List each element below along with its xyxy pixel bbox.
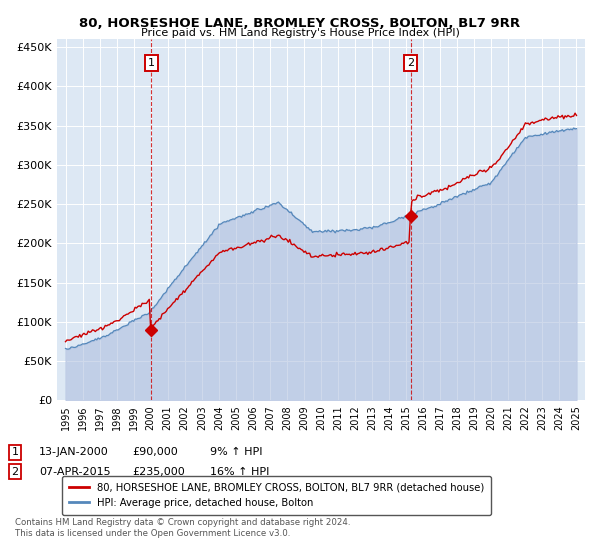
Text: Price paid vs. HM Land Registry's House Price Index (HPI): Price paid vs. HM Land Registry's House … [140, 28, 460, 38]
Text: £235,000: £235,000 [132, 466, 185, 477]
Text: £90,000: £90,000 [132, 447, 178, 458]
Text: 07-APR-2015: 07-APR-2015 [39, 466, 110, 477]
Text: 13-JAN-2000: 13-JAN-2000 [39, 447, 109, 458]
Text: 1: 1 [11, 447, 19, 458]
Text: This data is licensed under the Open Government Licence v3.0.: This data is licensed under the Open Gov… [15, 530, 290, 539]
Legend: 80, HORSESHOE LANE, BROMLEY CROSS, BOLTON, BL7 9RR (detached house), HPI: Averag: 80, HORSESHOE LANE, BROMLEY CROSS, BOLTO… [62, 476, 491, 515]
Text: 16% ↑ HPI: 16% ↑ HPI [210, 466, 269, 477]
Text: 9% ↑ HPI: 9% ↑ HPI [210, 447, 263, 458]
Text: 1: 1 [148, 58, 155, 68]
Text: 2: 2 [11, 466, 19, 477]
Text: Contains HM Land Registry data © Crown copyright and database right 2024.: Contains HM Land Registry data © Crown c… [15, 519, 350, 528]
Text: 80, HORSESHOE LANE, BROMLEY CROSS, BOLTON, BL7 9RR: 80, HORSESHOE LANE, BROMLEY CROSS, BOLTO… [79, 17, 521, 30]
Text: 2: 2 [407, 58, 415, 68]
